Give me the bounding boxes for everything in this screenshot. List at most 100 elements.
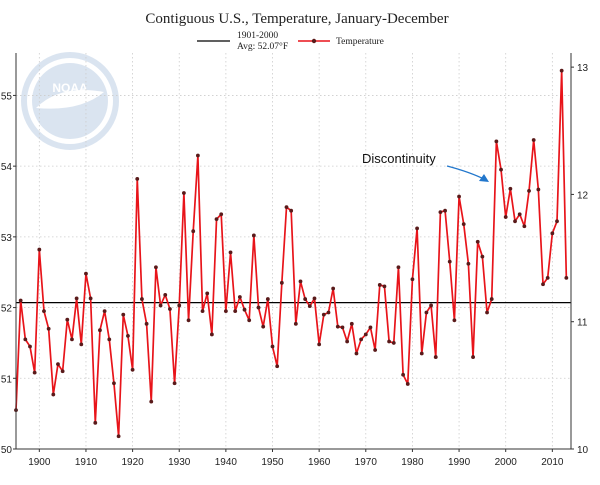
data-point-1931 <box>181 191 186 195</box>
y-left-tick-label-50: 50 <box>1 445 13 456</box>
data-point-2004 <box>522 224 527 229</box>
data-point-1967 <box>349 321 354 326</box>
data-point-1921 <box>135 176 140 181</box>
y-right-tick-label-13: 13 <box>577 63 589 74</box>
y-right-tick-label-12: 12 <box>577 190 589 201</box>
data-point-1896 <box>18 298 23 303</box>
data-point-1993 <box>471 355 475 359</box>
data-point-1920 <box>130 367 135 372</box>
x-tick-label-2000: 2000 <box>495 457 518 468</box>
x-tick-label-1950: 1950 <box>261 457 284 468</box>
data-point-1917 <box>116 434 121 439</box>
data-point-1907 <box>70 337 74 342</box>
x-tick-label-1900: 1900 <box>28 457 51 468</box>
data-point-1929 <box>172 381 177 386</box>
data-point-2002 <box>513 219 517 224</box>
legend-baseline-label-2: Avg: 52.07°F <box>237 41 288 52</box>
data-point-1957 <box>303 297 308 301</box>
data-point-1926 <box>158 303 163 308</box>
data-point-2013 <box>564 275 569 280</box>
x-tick-label-1970: 1970 <box>355 457 378 468</box>
data-point-1937 <box>209 332 214 337</box>
data-point-1949 <box>265 297 270 301</box>
noaa-logo-watermark: NOAA <box>21 52 119 150</box>
x-tick-label-1980: 1980 <box>401 457 424 468</box>
y-right-tick-label-10: 10 <box>577 445 589 456</box>
data-point-1943 <box>237 295 242 299</box>
data-point-1899 <box>32 370 37 375</box>
data-point-2008 <box>541 282 545 287</box>
x-tick-label-1910: 1910 <box>75 457 98 468</box>
series-layer <box>14 68 569 439</box>
data-point-1938 <box>214 217 219 222</box>
data-point-1965 <box>340 325 345 330</box>
data-point-2010 <box>550 231 555 236</box>
data-point-1901 <box>42 309 46 314</box>
data-point-1987 <box>443 208 447 213</box>
x-tick-label-1960: 1960 <box>308 457 331 468</box>
data-point-1930 <box>177 303 182 308</box>
data-point-1964 <box>335 324 340 329</box>
data-point-1911 <box>88 296 93 301</box>
axes: 1900 1910 1920 1930 1940 1950 1960 1970 1980 1990… <box>1 53 589 468</box>
data-point-1942 <box>233 309 238 314</box>
data-point-2003 <box>517 212 522 217</box>
data-point-1897 <box>23 337 28 342</box>
data-point-1945 <box>247 318 252 323</box>
data-point-1955 <box>293 321 298 326</box>
data-point-1909 <box>79 342 84 347</box>
data-point-1989 <box>452 318 457 323</box>
data-point-1908 <box>74 296 79 301</box>
data-point-1991 <box>461 222 466 227</box>
y-left-tick-label-54: 54 <box>1 162 13 173</box>
data-point-1994 <box>475 239 480 244</box>
data-point-1940 <box>223 309 228 314</box>
annotation-arrow <box>446 165 487 181</box>
annotation-arrowhead <box>479 174 489 182</box>
legend-temperature-label: Temperature <box>336 37 384 47</box>
data-point-1928 <box>168 307 172 311</box>
data-point-1918 <box>121 312 126 317</box>
data-point-1973 <box>377 283 382 287</box>
data-point-1976 <box>391 341 396 345</box>
x-tick-label-1940: 1940 <box>215 457 238 468</box>
data-point-1900 <box>37 247 42 252</box>
data-point-1982 <box>419 351 424 356</box>
data-point-1904 <box>56 362 60 367</box>
data-point-1988 <box>447 259 452 264</box>
x-tick-label-1920: 1920 <box>121 457 144 468</box>
data-point-1968 <box>354 351 359 356</box>
data-point-1962 <box>326 310 331 315</box>
data-point-1903 <box>51 392 56 397</box>
data-point-1956 <box>298 279 303 284</box>
data-point-1924 <box>149 399 154 404</box>
data-point-1978 <box>401 372 406 377</box>
data-point-1950 <box>270 344 275 349</box>
data-point-1941 <box>228 250 233 255</box>
data-point-2007 <box>536 187 541 192</box>
data-point-1935 <box>200 309 205 314</box>
data-point-1961 <box>321 312 326 317</box>
data-point-1933 <box>191 229 196 234</box>
data-point-1925 <box>154 265 158 270</box>
data-point-1992 <box>466 261 471 266</box>
data-point-1966 <box>345 339 350 344</box>
legend-temperature-marker <box>311 38 317 44</box>
data-point-1954 <box>289 208 294 213</box>
data-point-1944 <box>242 307 247 312</box>
y-right-tick-label-11: 11 <box>577 318 588 329</box>
data-point-1958 <box>307 304 312 309</box>
data-point-2005 <box>527 188 531 193</box>
data-point-1999 <box>499 167 503 172</box>
data-point-1906 <box>65 317 70 322</box>
legend-baseline-label-1: 1901-2000 <box>237 31 278 41</box>
data-point-1979 <box>405 382 410 386</box>
data-point-2000 <box>503 215 508 219</box>
data-point-1985 <box>433 355 438 359</box>
data-point-1912 <box>93 420 98 425</box>
data-point-2012 <box>559 68 564 73</box>
data-point-1919 <box>126 333 130 338</box>
y-left-tick-label-51: 51 <box>1 374 13 385</box>
data-point-1975 <box>387 339 392 344</box>
